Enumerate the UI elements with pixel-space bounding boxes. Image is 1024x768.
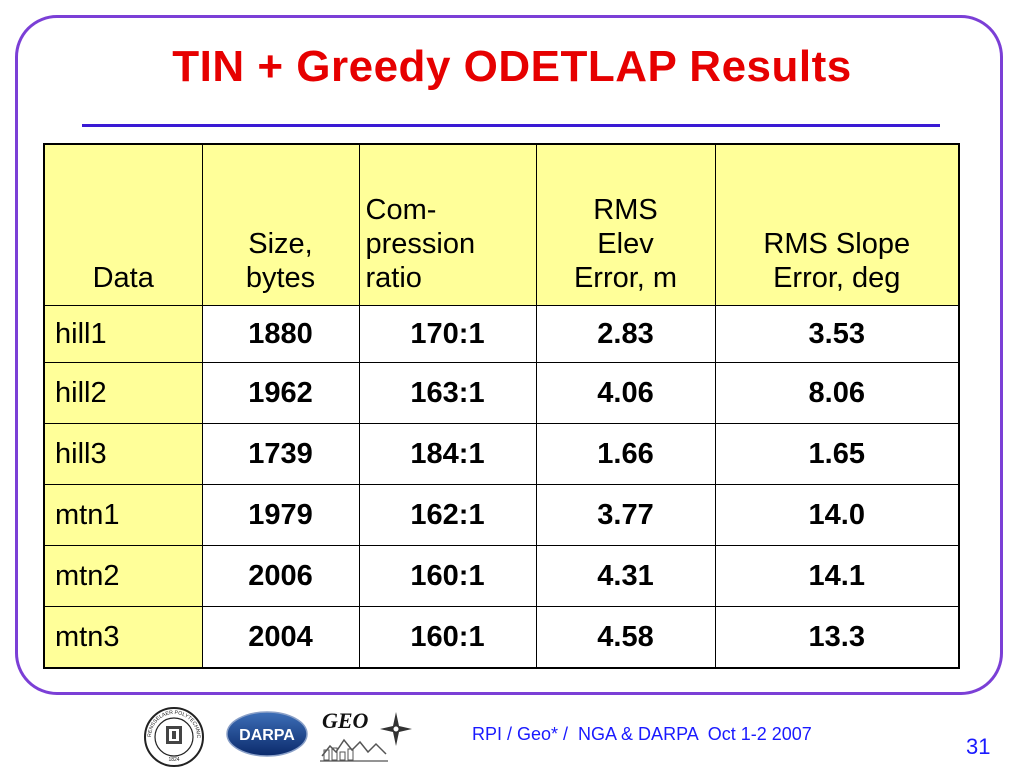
header-rms-slope-line-1: RMS Slope	[763, 228, 911, 260]
header-rms-slope: RMS Slope Error, deg	[714, 143, 960, 306]
cell-ratio: 184:1	[358, 423, 537, 485]
cell-rms-slope: 3.53	[714, 305, 960, 363]
cell-ratio: 170:1	[358, 305, 537, 363]
table-row: hill2 1962 163:1 4.06 8.06	[43, 362, 960, 424]
table-row: mtn1 1979 162:1 3.77 14.0	[43, 484, 960, 546]
cell-rms-elev: 1.66	[535, 423, 716, 485]
header-compression-line-1: Com-	[365, 194, 437, 226]
cell-size: 1962	[201, 362, 360, 424]
geo-logo: GEO	[320, 708, 412, 762]
header-compression-line-2: pression	[365, 228, 476, 260]
header-compression-line-3: ratio	[365, 262, 422, 294]
cell-rms-elev: 4.06	[535, 362, 716, 424]
table-body: hill1 1880 170:1 2.83 3.53 hill2 1962 16…	[43, 305, 960, 669]
cell-rms-slope: 1.65	[714, 423, 960, 485]
header-rms-elev: RMS Elev Error, m	[535, 143, 716, 306]
header-size-line-2: bytes	[245, 262, 316, 294]
cell-size: 2006	[201, 545, 360, 607]
header-row: Data Size, bytes Com- pression ratio RMS…	[43, 143, 960, 306]
cell-data: mtn3	[43, 606, 203, 669]
cell-data: hill1	[43, 305, 203, 363]
header-rms-elev-line-3: Error, m	[573, 262, 678, 294]
cell-data: mtn1	[43, 484, 203, 546]
header-size: Size, bytes	[201, 143, 360, 306]
results-table: Data Size, bytes Com- pression ratio RMS…	[43, 143, 960, 669]
cell-size: 1880	[201, 305, 360, 363]
page-number: 31	[966, 734, 991, 759]
header-compression: Com- pression ratio	[358, 143, 537, 306]
slide-frame	[15, 15, 1003, 695]
darpa-logo-text: DARPA	[239, 727, 295, 744]
header-data: Data	[43, 143, 203, 306]
cell-size: 2004	[201, 606, 360, 669]
rpi-seal-logo: RENSSELAER POLYTECHNIC INSTITUTE 1824	[143, 706, 204, 767]
cell-rms-elev: 3.77	[535, 484, 716, 546]
cell-rms-elev: 4.31	[535, 545, 716, 607]
slide-title: TIN + Greedy ODETLAP Results	[172, 42, 852, 91]
table-row: hill1 1880 170:1 2.83 3.53	[43, 305, 960, 363]
cell-data: hill2	[43, 362, 203, 424]
cell-rms-slope: 13.3	[714, 606, 960, 669]
cell-rms-elev: 4.58	[535, 606, 716, 669]
cell-rms-slope: 8.06	[714, 362, 960, 424]
cell-rms-slope: 14.1	[714, 545, 960, 607]
cell-ratio: 160:1	[358, 606, 537, 669]
header-rms-slope-line-2: Error, deg	[773, 262, 901, 294]
header-size-line-1: Size,	[248, 228, 313, 260]
table-row: mtn2 2006 160:1 4.31 14.1	[43, 545, 960, 607]
cell-ratio: 162:1	[358, 484, 537, 546]
cell-rms-slope: 14.0	[714, 484, 960, 546]
cell-size: 1739	[201, 423, 360, 485]
compass-star-icon	[380, 712, 412, 746]
geo-logo-text: GEO	[322, 708, 369, 733]
cell-size: 1979	[201, 484, 360, 546]
table-row: hill3 1739 184:1 1.66 1.65	[43, 423, 960, 485]
darpa-logo: DARPA	[226, 711, 308, 757]
title-underline	[82, 124, 940, 127]
cell-data: mtn2	[43, 545, 203, 607]
table-header: Data Size, bytes Com- pression ratio RMS…	[43, 143, 960, 306]
rpi-seal-year: 1824	[168, 757, 179, 763]
header-rms-elev-line-1: RMS	[593, 194, 658, 226]
cell-ratio: 160:1	[358, 545, 537, 607]
cell-rms-elev: 2.83	[535, 305, 716, 363]
header-data-line: Data	[92, 262, 154, 294]
cell-data: hill3	[43, 423, 203, 485]
cell-ratio: 163:1	[358, 362, 537, 424]
header-rms-elev-line-2: Elev	[597, 228, 654, 260]
table-row: mtn3 2004 160:1 4.58 13.3	[43, 606, 960, 669]
slide-footer: RPI / Geo* / NGA & DARPA Oct 1-2 2007	[472, 724, 812, 744]
